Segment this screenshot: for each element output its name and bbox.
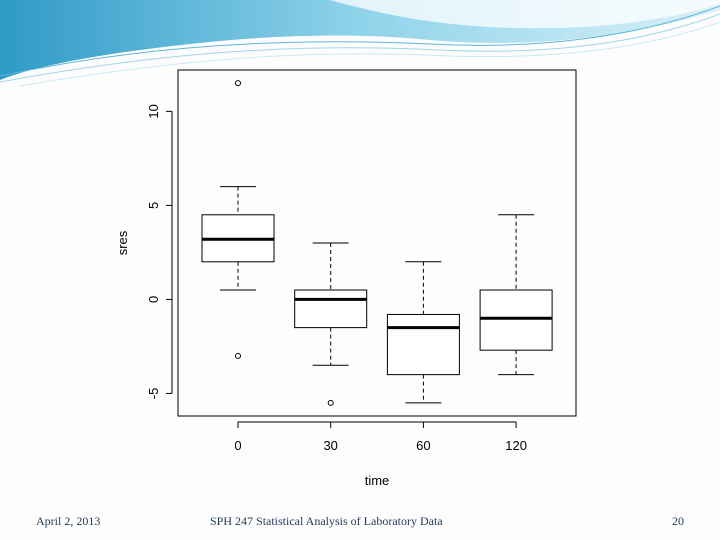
plot-frame [177, 69, 577, 417]
box-0 [201, 80, 275, 359]
y-tick-label--5: -5 [146, 388, 161, 400]
outlier-0-1 [235, 352, 241, 359]
footer-date: April 2, 2013 [36, 514, 101, 528]
y-axis-label: sres [115, 230, 130, 255]
iqr-box-30 [294, 289, 368, 329]
iqr-box-60 [386, 313, 460, 376]
y-tick-label-10: 10 [146, 104, 161, 118]
y-axis: -5 0 5 10 [146, 104, 173, 400]
boxes-group [201, 80, 553, 406]
y-tick-label-5: 5 [146, 202, 161, 209]
banner-wave-line-3 [19, 21, 720, 87]
y-tick-label-0: 0 [146, 296, 161, 303]
outlier-0-0 [235, 80, 241, 87]
box-60 [386, 261, 460, 404]
x-tick-label-120: 120 [505, 438, 527, 453]
banner-wave-highlight [330, 0, 720, 29]
header-wave-banner [0, 0, 720, 87]
box-30 [294, 242, 368, 406]
footer-page-number: 20 [672, 514, 684, 528]
outlier-30-0 [327, 399, 334, 406]
banner-wave-line-2 [0, 13, 720, 83]
iqr-box-120 [479, 289, 553, 351]
x-axis-label: time [365, 473, 390, 488]
footer-course-title: SPH 247 Statistical Analysis of Laborato… [210, 514, 443, 528]
x-axis: 0 30 60 120 [234, 421, 527, 453]
banner-wave-line-1 [0, 5, 720, 77]
x-tick-label-0: 0 [234, 438, 241, 453]
x-tick-label-30: 30 [323, 438, 337, 453]
box-120 [479, 214, 553, 376]
x-tick-label-60: 60 [416, 438, 430, 453]
